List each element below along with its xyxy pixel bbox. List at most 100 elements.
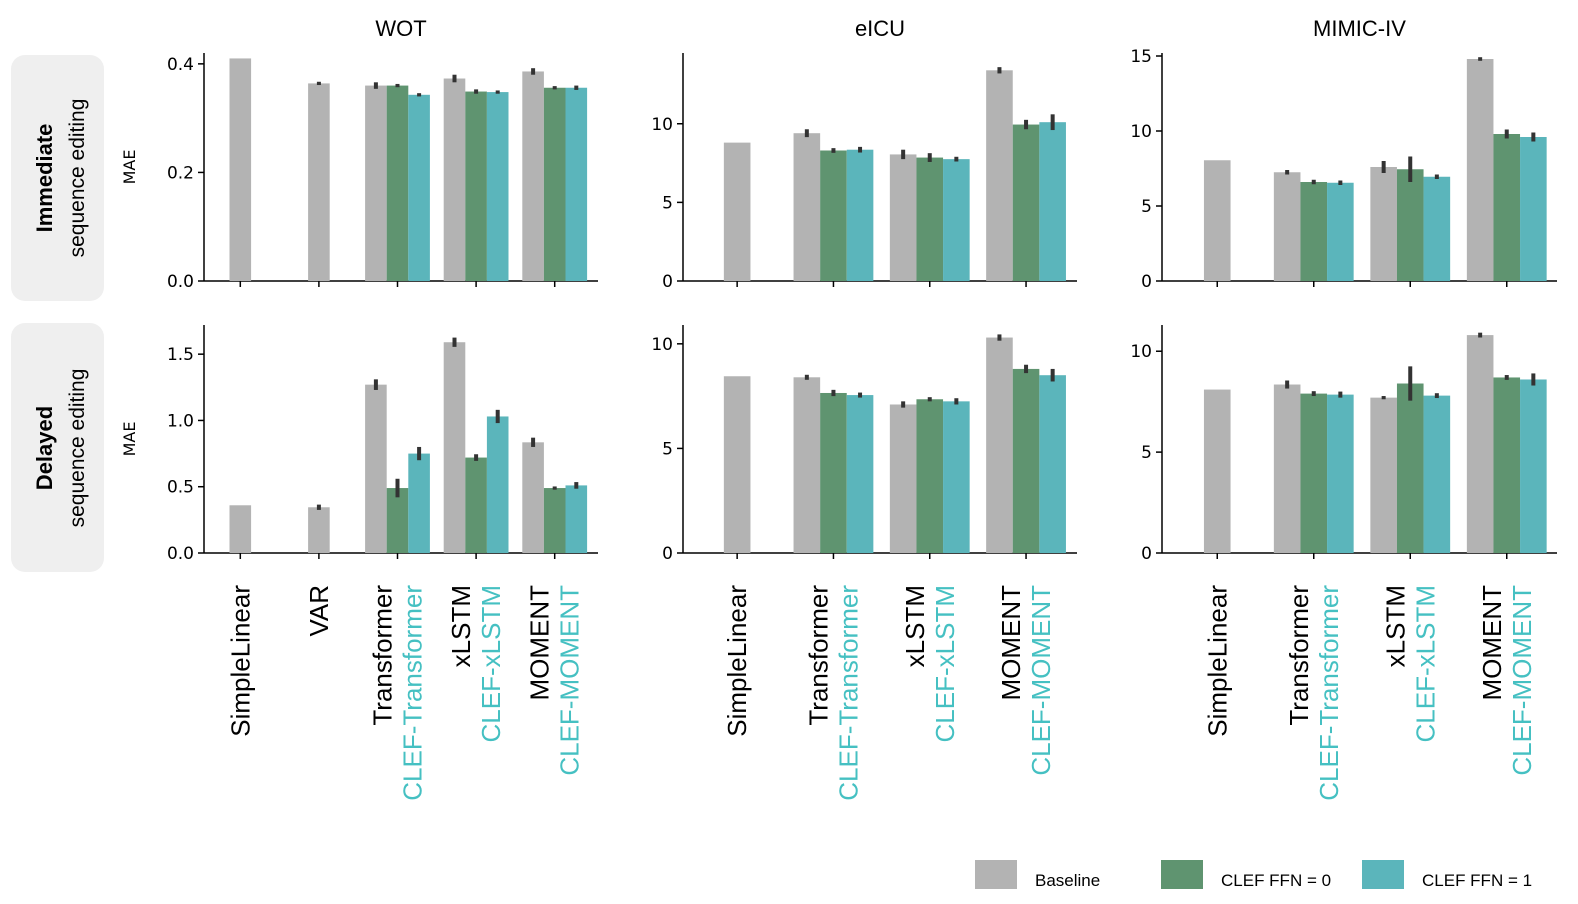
bar-baseline <box>443 78 466 281</box>
bar-ffn1 <box>943 159 970 281</box>
bar-baseline <box>522 71 544 281</box>
bar-ffn0 <box>1493 134 1521 281</box>
bar-ffn1 <box>846 149 874 281</box>
y-tick-label: 15 <box>1130 47 1152 67</box>
bar-baseline <box>723 376 751 553</box>
bar-ffn0 <box>916 399 944 553</box>
bar-ffn1 <box>1520 137 1547 281</box>
x-category-label: SimpleLinear <box>722 585 752 737</box>
bar-ffn0 <box>1012 124 1040 281</box>
x-category-label-clef: CLEF-MOMENT <box>555 585 585 776</box>
x-category-label-clef: CLEF-xLSTM <box>1410 585 1440 742</box>
bar-baseline <box>793 377 821 553</box>
y-tick-label: 0 <box>1141 272 1152 292</box>
x-category-label: SimpleLinear <box>225 585 255 737</box>
bar-ffn0 <box>1396 383 1424 553</box>
x-category-label-clef: CLEF-MOMENT <box>1026 585 1056 776</box>
bar-ffn0 <box>465 91 487 282</box>
x-category-label-clef: CLEF-xLSTM <box>930 585 960 742</box>
bar-ffn0 <box>1396 169 1424 281</box>
bar-ffn1 <box>565 87 588 281</box>
bar-baseline <box>1370 397 1397 553</box>
chart-panel-4: 0 5 10 <box>651 325 1077 564</box>
chart-title: WOT <box>375 16 426 41</box>
x-category-label: MOMENT <box>1477 585 1507 701</box>
y-tick-label: 10 <box>1130 342 1152 362</box>
x-category-label-clef: CLEF-Transformer <box>398 585 428 801</box>
bar-baseline <box>723 142 751 281</box>
legend-label-baseline: Baseline <box>1035 871 1100 890</box>
bar-ffn0 <box>543 87 566 281</box>
bar-baseline <box>889 154 917 281</box>
legend-swatch-baseline <box>975 860 1017 889</box>
bar-baseline <box>522 442 544 553</box>
x-category-label: xLSTM <box>1380 585 1410 667</box>
bar-ffn1 <box>408 94 430 281</box>
legend: Baseline CLEF FFN = 0 CLEF FFN = 1 <box>975 860 1532 890</box>
x-category-label: MOMENT <box>525 585 555 701</box>
y-tick-label: 5 <box>662 193 673 213</box>
chart-panel-1: 0 5 10 eICU <box>651 16 1077 292</box>
bar-ffn0 <box>465 457 487 553</box>
bar-baseline <box>365 85 387 281</box>
bar-ffn1 <box>1327 394 1354 553</box>
y-tick-label: 1.5 <box>167 345 194 365</box>
bar-baseline <box>229 505 252 553</box>
x-category-label: MOMENT <box>996 585 1026 701</box>
bar-ffn1 <box>565 485 588 553</box>
bar-baseline <box>365 384 387 553</box>
bar-ffn0 <box>1300 393 1328 553</box>
chart-title: MIMIC-IV <box>1313 16 1406 41</box>
row-subtitle-immediate: sequence editing <box>66 99 89 258</box>
bar-ffn0 <box>543 488 566 553</box>
y-tick-label: 10 <box>651 115 673 135</box>
row-title-immediate: Immediate <box>32 124 57 233</box>
x-category-label: Transformer <box>1284 585 1314 726</box>
bar-baseline <box>986 70 1013 281</box>
y-tick-label: 0.4 <box>167 55 194 75</box>
bar-ffn1 <box>486 416 509 553</box>
y-tick-label: 10 <box>1130 122 1152 142</box>
bar-baseline <box>229 58 252 281</box>
x-category-label-clef: CLEF-Transformer <box>833 585 863 801</box>
y-tick-label: 0.2 <box>167 163 194 183</box>
bar-baseline <box>1370 167 1397 281</box>
row-subtitle-delayed: sequence editing <box>66 369 89 528</box>
bar-ffn0 <box>820 392 847 553</box>
y-tick-label: 0.5 <box>167 478 194 498</box>
chart-panel-5: 0 5 10 <box>1130 325 1557 564</box>
bar-ffn1 <box>1039 122 1066 281</box>
bar-baseline <box>1203 389 1231 553</box>
bar-ffn1 <box>1520 379 1547 553</box>
y-tick-label: 0.0 <box>167 272 194 292</box>
bar-baseline <box>308 83 330 282</box>
legend-label-ffn0: CLEF FFN = 0 <box>1221 871 1331 890</box>
bar-ffn1 <box>1327 182 1354 281</box>
bar-ffn0 <box>1012 368 1040 553</box>
bar-ffn0 <box>916 157 944 281</box>
legend-swatch-ffn1 <box>1362 860 1404 889</box>
bar-ffn1 <box>1423 395 1451 553</box>
x-category-label: xLSTM <box>900 585 930 667</box>
y-tick-label: 0 <box>1141 544 1152 564</box>
x-axis-category-labels: SimpleLinear VAR Transformer CLEF-Transform… <box>225 585 1536 801</box>
chart-title: eICU <box>855 16 905 41</box>
bar-ffn1 <box>943 401 970 553</box>
chart-panel-3: 0.0 0.5 1.0 1.5 MAE <box>120 325 598 564</box>
row-label-box-immediate <box>11 55 104 301</box>
bar-ffn1 <box>1039 375 1066 553</box>
x-category-label: SimpleLinear <box>1202 585 1232 737</box>
y-tick-label: 0 <box>662 272 673 292</box>
x-category-label: xLSTM <box>446 585 476 667</box>
x-category-label-clef: CLEF-Transformer <box>1314 585 1344 801</box>
chart-panel-2: 0 5 10 15 MIMIC-IV <box>1130 16 1557 292</box>
y-tick-label: 1.0 <box>167 411 194 431</box>
bar-ffn1 <box>846 395 874 553</box>
bar-baseline <box>1273 172 1301 281</box>
y-tick-label: 5 <box>1141 443 1152 463</box>
x-category-label: VAR <box>304 585 334 637</box>
y-tick-label: 5 <box>662 439 673 459</box>
bar-baseline <box>1466 335 1494 553</box>
y-tick-label: 10 <box>651 335 673 355</box>
